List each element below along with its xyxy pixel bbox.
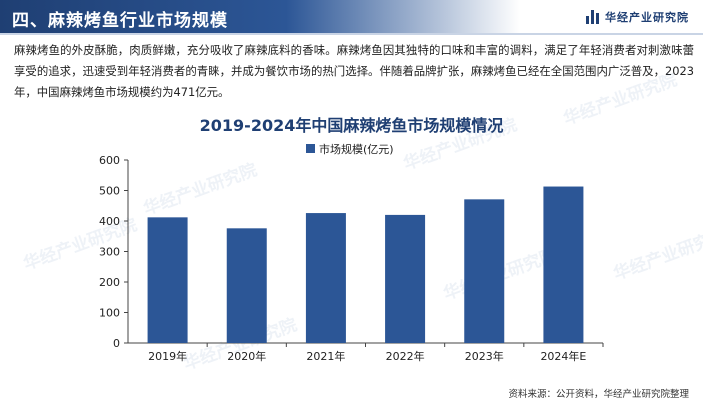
bar bbox=[385, 214, 426, 343]
brand-logo: 华经产业研究院 bbox=[586, 9, 689, 25]
y-tick-label: 200 bbox=[99, 276, 120, 289]
header-divider bbox=[0, 33, 703, 35]
page-title: 四、麻辣烤鱼行业市场规模 bbox=[12, 11, 228, 31]
source-note: 资料来源：公开资料，华经产业研究院整理 bbox=[508, 389, 689, 400]
x-tick-label: 2021年 bbox=[306, 349, 345, 363]
bar bbox=[147, 217, 188, 343]
legend-label: 市场规模(亿元) bbox=[319, 142, 394, 156]
bar bbox=[226, 228, 267, 343]
bar bbox=[543, 186, 584, 343]
x-tick-label: 2019年 bbox=[148, 349, 187, 363]
y-tick-label: 600 bbox=[99, 154, 120, 167]
x-tick-label: 2022年 bbox=[386, 349, 425, 363]
bar bbox=[464, 199, 505, 343]
y-tick-label: 100 bbox=[99, 307, 120, 320]
x-tick-label: 2020年 bbox=[227, 349, 266, 363]
header-band bbox=[0, 0, 520, 33]
x-tick-label: 2023年 bbox=[465, 349, 504, 363]
header: 四、麻辣烤鱼行业市场规模 华经产业研究院 bbox=[0, 0, 703, 33]
legend-swatch bbox=[306, 144, 315, 153]
intro-paragraph: 麻辣烤鱼的外皮酥脆，肉质鲜嫩，充分吸收了麻辣底料的香味。麻辣烤鱼因其独特的口味和… bbox=[14, 43, 694, 99]
y-tick-label: 300 bbox=[99, 246, 120, 259]
x-tick-label: 2024年E bbox=[540, 349, 586, 363]
y-tick-label: 500 bbox=[99, 185, 120, 198]
bar bbox=[305, 213, 346, 343]
brand-logo-icon bbox=[586, 10, 600, 24]
y-tick-label: 400 bbox=[99, 215, 120, 228]
y-tick-label: 0 bbox=[113, 337, 120, 350]
chart-title: 2019-2024年中国麻辣烤鱼市场规模情况 bbox=[199, 116, 504, 135]
brand-name: 华经产业研究院 bbox=[605, 11, 689, 24]
